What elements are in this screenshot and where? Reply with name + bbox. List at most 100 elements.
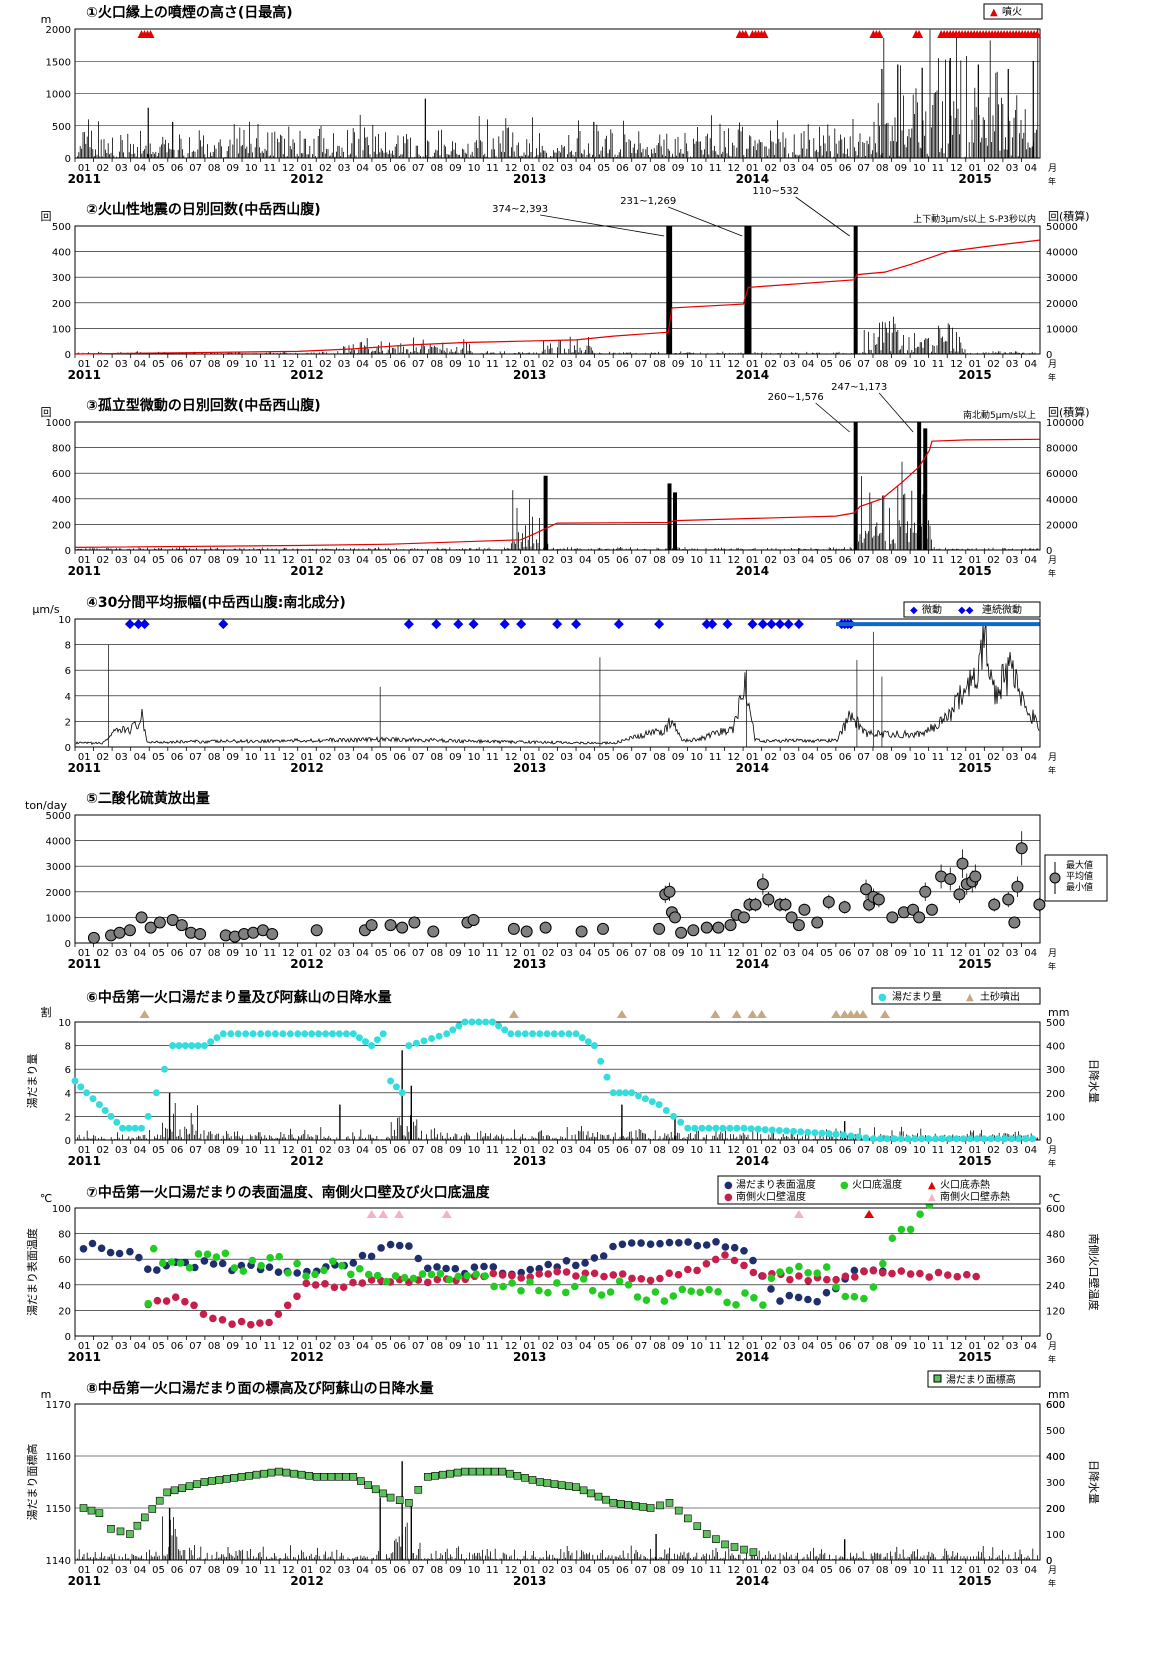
- so2-point: [749, 898, 762, 911]
- water-volume-point: [832, 1130, 840, 1138]
- callout-arrow: [815, 402, 850, 433]
- x-month-label: 06: [393, 163, 406, 174]
- x-month-label: 10: [690, 1341, 703, 1352]
- x-month-label: 11: [932, 1565, 945, 1576]
- x-month-label: 10: [913, 1145, 926, 1156]
- x-month-label: 11: [709, 752, 722, 763]
- x-month-label: 11: [486, 1341, 499, 1352]
- panel-title: ④30分間平均振幅(中岳西山腹:南北成分): [86, 594, 346, 611]
- eruption-marker: [146, 30, 155, 38]
- water-volume-point: [804, 1128, 812, 1136]
- crater-bottom-temp-point: [347, 1270, 355, 1279]
- water-volume-point: [355, 1034, 363, 1042]
- x-month-label: 09: [672, 555, 685, 566]
- crater-bottom-temp-point: [732, 1301, 740, 1309]
- so2-point: [113, 926, 126, 939]
- x-month-label: 08: [876, 163, 889, 174]
- x-year-label: 2014: [736, 957, 769, 971]
- crater-wall-temp-point: [749, 1268, 758, 1277]
- x-month-label: 01: [523, 359, 536, 370]
- so2-point: [779, 898, 792, 911]
- water-volume-point: [322, 1030, 330, 1038]
- x-year-label: 2013: [513, 1574, 546, 1588]
- x-month-label: 09: [672, 948, 685, 959]
- x-month-label: 12: [505, 1145, 518, 1156]
- x-month-label: 05: [152, 359, 165, 370]
- tremor-diamond: [499, 619, 510, 630]
- y-tick-label: 800: [52, 444, 71, 455]
- so2-point: [1002, 893, 1015, 906]
- x-month-label: 11: [263, 1341, 276, 1352]
- x-month-label: 10: [690, 752, 703, 763]
- x-month-label: 03: [338, 1341, 351, 1352]
- y-right-tick-label: 480: [1046, 1230, 1065, 1241]
- legend-so2-label: 最小値: [1066, 881, 1093, 893]
- x-month-label: 08: [653, 163, 666, 174]
- surface-temp-point: [88, 1239, 97, 1248]
- x-month-label: 06: [171, 1145, 184, 1156]
- x-year-label: 2012: [290, 1574, 323, 1588]
- x-month-label: 02: [96, 1341, 109, 1352]
- count-spike-bar: [667, 483, 672, 550]
- panel-p5: 0 1000 2000 3000 4000 5000 01 02 03 04 05 06 07 08 09 1…: [25, 790, 1108, 971]
- surface-temp-point: [749, 1256, 757, 1265]
- surface-temp-point: [572, 1261, 580, 1270]
- x-month-label: 11: [709, 555, 722, 566]
- x-month-label: 03: [783, 555, 796, 566]
- crater-wall-temp-point: [702, 1260, 711, 1268]
- x-month-label: 05: [152, 1565, 165, 1576]
- water-volume-point: [349, 1030, 357, 1038]
- x-month-unit: 月: [1048, 359, 1057, 370]
- crater-wall-temp-point: [925, 1273, 933, 1281]
- x-month-label: 07: [635, 163, 648, 174]
- x-year-unit: 年: [1048, 568, 1056, 578]
- x-month-label: 05: [820, 555, 833, 566]
- y-tick-label: 6: [65, 666, 71, 677]
- legend-eruption-symbol: ▲: [990, 7, 998, 18]
- legend-temp-symbol: ▲: [928, 1180, 936, 1191]
- crater-bottom-temp-point: [463, 1271, 472, 1280]
- x-month-label: 01: [78, 163, 91, 174]
- surface-temp-point: [218, 1259, 227, 1268]
- x-year-label: 2013: [513, 564, 546, 578]
- crater-wall-temp-point: [562, 1268, 571, 1276]
- legend-temp-symbol: ●: [840, 1180, 849, 1191]
- x-month-label: 12: [282, 1565, 295, 1576]
- x-month-label: 12: [727, 1145, 740, 1156]
- x-year-label: 2012: [290, 761, 323, 775]
- water-volume-point: [869, 1135, 877, 1143]
- crater-bottom-temp-point: [338, 1261, 346, 1270]
- so2-point: [520, 925, 533, 938]
- amplitude-line: [75, 622, 1040, 746]
- x-month-label: 12: [950, 359, 963, 370]
- y-tick-label: 300: [52, 273, 71, 284]
- x-month-label: 12: [727, 752, 740, 763]
- surface-temp-point: [693, 1241, 702, 1250]
- x-year-label: 2015: [958, 368, 991, 382]
- y-tick-label: 1170: [46, 1400, 71, 1411]
- crater-wall-temp-point: [265, 1318, 273, 1327]
- x-month-label: 03: [560, 1565, 573, 1576]
- y-right-axis-title: 日降水量: [1087, 1059, 1101, 1103]
- surface-temp-point: [850, 1266, 859, 1275]
- x-month-label: 05: [375, 1565, 388, 1576]
- water-volume-point: [797, 1128, 805, 1136]
- x-month-label: 07: [412, 359, 425, 370]
- crater-wall-temp-point: [897, 1267, 906, 1275]
- y-tick-label: 1000: [46, 418, 71, 429]
- x-month-label: 05: [820, 1565, 833, 1576]
- water-volume-point: [420, 1037, 428, 1045]
- x-year-label: 2011: [68, 1574, 101, 1588]
- y-right-tick-label: 80000: [1046, 444, 1078, 455]
- y-right-tick-label: 40000: [1046, 495, 1078, 506]
- x-month-label: 02: [987, 163, 1000, 174]
- panel-title: ③孤立型微動の日別回数(中岳西山腹): [86, 397, 321, 414]
- x-month-label: 11: [486, 1565, 499, 1576]
- x-month-label: 12: [282, 163, 295, 174]
- spike-callout: 374~2,393: [492, 204, 548, 215]
- y-tick-label: 200: [52, 520, 71, 531]
- x-month-label: 12: [950, 555, 963, 566]
- x-month-label: 03: [560, 1341, 573, 1352]
- crater-wall-temp-point: [508, 1271, 516, 1280]
- x-month-label: 03: [115, 1145, 128, 1156]
